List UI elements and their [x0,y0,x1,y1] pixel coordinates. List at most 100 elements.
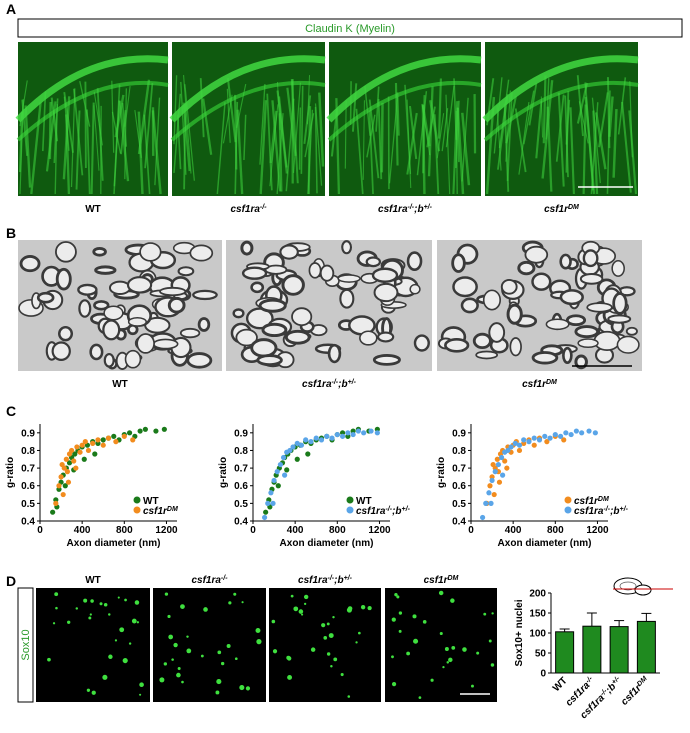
fiber [70,88,76,188]
axon [319,264,335,282]
nucleus [245,686,251,691]
point [494,456,500,462]
fiber [535,101,543,159]
fiber [269,110,278,164]
point [552,431,558,438]
point [563,430,569,436]
x-tick-label: 0 [37,525,43,536]
image-caption: csf1rDM [544,204,579,216]
nucleus [167,614,171,619]
axon [89,343,104,361]
axon [339,288,355,309]
point [263,509,269,515]
point [355,428,361,434]
nucleus [287,674,293,680]
fiber [54,104,58,195]
nucleus [221,661,225,666]
nucleus [171,658,174,661]
point [305,451,311,457]
axon [373,282,399,303]
nucleus [89,613,92,616]
text-part: csf1r [143,506,168,517]
axon [472,332,492,350]
axon [92,246,107,257]
nucleus [119,627,125,633]
text-part: csf1r [424,575,449,586]
y-tick-label: 0.6 [452,481,466,492]
superscript: +/- [620,506,629,513]
point [265,500,271,506]
point [544,439,550,445]
fiber [90,102,95,195]
fiber [453,78,458,140]
stain-box [17,587,34,703]
superscript: -/- [332,379,339,386]
fiber [226,88,231,143]
nucleus [298,609,304,614]
nucleus [413,638,419,644]
nucleus [332,615,335,619]
superscript: -/- [385,506,392,513]
nucleus [391,655,394,659]
nucleus [439,631,443,636]
nucleus [226,644,231,649]
nucleus [47,657,51,662]
text-part: ;b [334,575,343,586]
nucleus [83,598,88,603]
fiber [541,80,554,179]
fiber [259,100,268,195]
point [536,437,543,443]
banner-text: Claudin K (Myelin) [305,23,395,35]
point [531,435,537,441]
fiber [584,82,594,191]
point [298,442,305,448]
legend-label: csf1rDM [143,506,178,518]
fiber [505,90,511,162]
point [282,472,288,478]
text-part: csf1ra [302,379,332,390]
axon [475,350,499,360]
axon [372,354,401,366]
bar [609,626,629,674]
fiber [595,112,607,170]
image-bg [153,588,266,702]
axon [488,322,506,343]
nucleus [412,614,417,619]
myelin-micrograph [482,42,639,196]
legend-label: csf1ra-/-;b+/- [574,506,629,518]
fiber [144,82,154,169]
axon [124,349,142,369]
axon [337,274,361,283]
nucleus [134,600,140,605]
fiber [591,97,601,184]
fiber [180,81,187,175]
axon [250,281,265,294]
point [72,451,78,457]
superscript: DM [448,575,459,582]
fiber [330,108,339,157]
nucleus [476,651,480,655]
y-tick-label: 0.4 [21,517,35,528]
nucleus [124,598,127,602]
fiber [362,100,365,180]
nucleus [108,613,111,616]
superscript: -/- [599,687,609,697]
axon [577,338,599,349]
fiber [222,94,233,144]
fiber [266,93,273,191]
nucleus [164,592,169,596]
y-tick-label: 0.6 [234,481,248,492]
nucleus [234,657,238,661]
axon [565,314,587,327]
nucleus [330,664,333,668]
axon [593,330,621,351]
axon [500,278,518,295]
x-tick-label: 800 [547,525,564,536]
nucleus [462,647,467,652]
point [361,430,367,436]
text-part: ;b [392,506,401,517]
fiber-band [170,80,326,142]
fiber [621,101,632,193]
y-tick-label: 0.8 [21,446,35,457]
axon [451,253,466,273]
